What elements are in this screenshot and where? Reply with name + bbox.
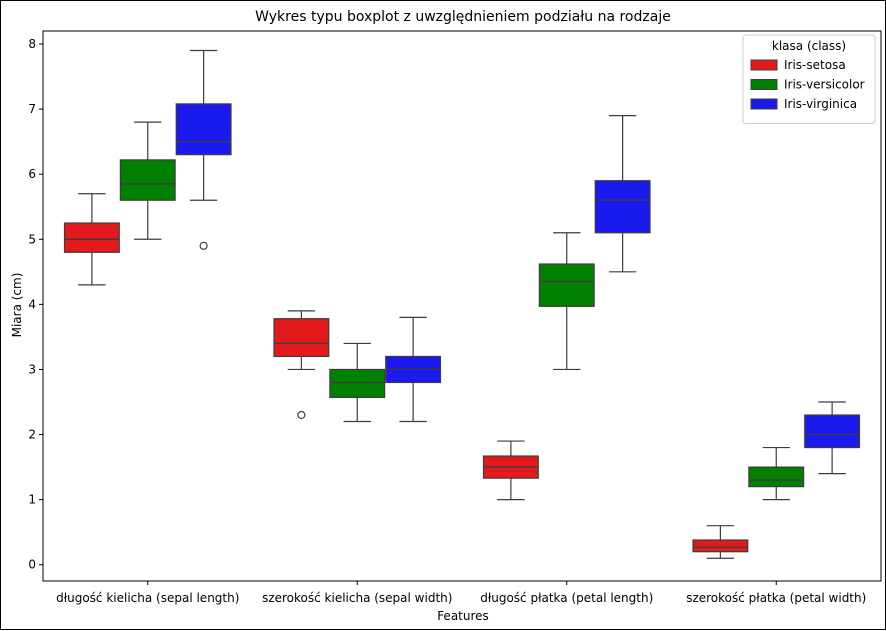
legend-swatch-iris-setosa xyxy=(750,59,778,71)
y-tick-label: 6 xyxy=(28,167,36,181)
y-tick-label: 4 xyxy=(28,297,36,311)
box-body xyxy=(748,466,805,488)
y-tick-label: 3 xyxy=(28,362,36,376)
x-tick-label: szerokość płatka (petal width) xyxy=(686,591,866,605)
box-iris-versicolor xyxy=(119,121,176,240)
box-body xyxy=(119,159,176,201)
box-body xyxy=(63,222,120,253)
y-tick-label: 7 xyxy=(28,102,36,116)
box-iris-setosa xyxy=(692,525,749,559)
y-tick-label: 1 xyxy=(28,493,36,507)
box-iris-versicolor xyxy=(329,342,386,423)
outlier-point xyxy=(199,241,208,250)
legend-label-iris-setosa: Iris-setosa xyxy=(784,58,846,72)
legend-label-iris-versicolor: Iris-versicolor xyxy=(784,78,865,92)
box-body xyxy=(175,103,232,156)
box-iris-virginica xyxy=(175,49,232,250)
y-tick-label: 2 xyxy=(28,428,36,442)
axes-frame xyxy=(42,30,882,582)
box-iris-setosa xyxy=(273,310,330,420)
x-tick-label: szerokość kielicha (sepal width) xyxy=(262,591,452,605)
box-body xyxy=(273,318,330,358)
box-iris-virginica xyxy=(804,401,861,475)
legend-swatch-iris-virginica xyxy=(750,98,778,110)
box-body xyxy=(329,368,386,399)
y-tick-label: 8 xyxy=(28,37,36,51)
y-axis-label: Miara (cm) xyxy=(10,273,24,338)
legend: klasa (class) Iris-setosa Iris-versicolor I… xyxy=(742,34,876,124)
box-body xyxy=(804,414,861,449)
legend-title: klasa (class) xyxy=(772,39,846,53)
box-body xyxy=(538,263,595,307)
legend-swatch-iris-versicolor xyxy=(750,79,778,90)
y-tick-label: 0 xyxy=(28,558,36,572)
box-body xyxy=(692,539,749,553)
legend-label-iris-virginica: Iris-virginica xyxy=(784,97,857,111)
box-iris-setosa xyxy=(63,193,120,286)
chart-title: Wykres typu boxplot z uwzględnieniem pod… xyxy=(255,9,671,25)
y-tick-label: 5 xyxy=(28,232,36,246)
box-body xyxy=(594,180,651,234)
box-iris-virginica xyxy=(385,316,442,423)
x-axis-label: Features xyxy=(437,609,489,623)
x-tick-label: długość kielicha (sepal length) xyxy=(56,591,239,605)
box-iris-virginica xyxy=(594,115,651,273)
x-tick-label: długość płatka (petal length) xyxy=(480,591,653,605)
plot-area: 0 1 2 3 4 5 6 7 8 długość kielicha (sepal length)… xyxy=(28,30,882,605)
box-iris-versicolor xyxy=(748,446,805,501)
box-iris-versicolor xyxy=(538,232,595,371)
outlier-point xyxy=(297,410,306,420)
box-iris-setosa xyxy=(482,440,539,501)
